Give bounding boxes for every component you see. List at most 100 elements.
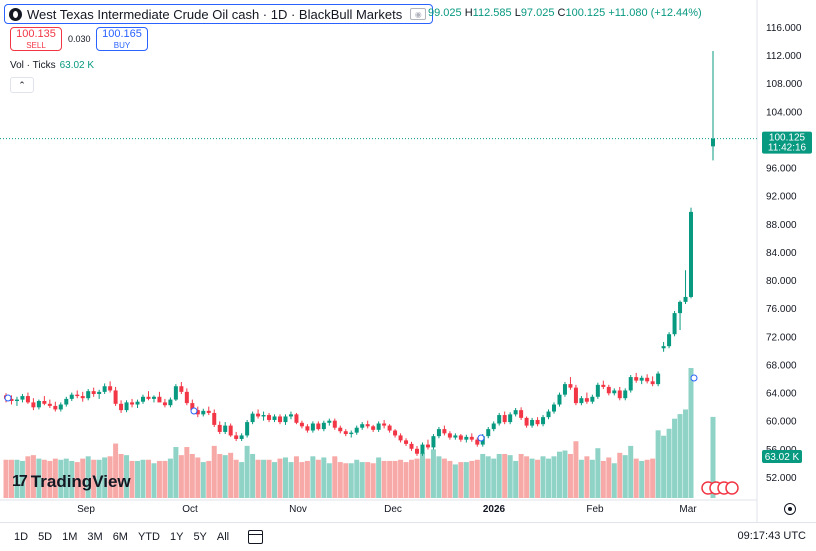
- price-axis[interactable]: 116.000 112.000 108.000 104.000 96.000 92.000…: [766, 23, 803, 484]
- candle-body: [228, 425, 233, 436]
- candle-body: [436, 429, 441, 437]
- candle-body: [453, 435, 458, 438]
- candle-body: [491, 423, 496, 430]
- sell-button[interactable]: 100.135 SELL: [10, 27, 62, 51]
- volume-bar: [458, 462, 464, 498]
- volume-bar: [485, 456, 491, 498]
- candle-body: [321, 422, 326, 430]
- symbol-legend[interactable]: West Texas Intermediate Crude Oil cash ·…: [4, 4, 434, 24]
- candle-body: [239, 435, 244, 439]
- candle-body: [458, 435, 463, 440]
- volume-bar: [321, 457, 327, 498]
- candle-body: [64, 398, 69, 405]
- candle-body: [442, 429, 447, 434]
- bottom-toolbar: 1D 5D 1M 3M 6M YTD 1Y 5Y All 09:17:43 UT…: [0, 522, 816, 551]
- volume-bar: [381, 460, 387, 498]
- change-value: +11.080 (+12.44%): [608, 7, 702, 19]
- range-3m-button[interactable]: 3M: [87, 531, 103, 543]
- candle-body: [656, 373, 661, 385]
- candle-body: [217, 424, 222, 432]
- candle-body: [645, 377, 650, 382]
- volume-bar: [200, 462, 206, 498]
- candle-body: [639, 377, 644, 381]
- candle-body: [683, 296, 688, 302]
- range-6m-button[interactable]: 6M: [112, 531, 128, 543]
- candle-body: [579, 398, 584, 404]
- volume-bar: [474, 459, 480, 498]
- candle-body: [288, 414, 293, 417]
- volume-bar: [337, 462, 343, 498]
- price-axis-label: 60.000: [766, 417, 797, 428]
- go-to-realtime-icon[interactable]: [784, 503, 796, 515]
- candle-body: [371, 426, 376, 430]
- candle-body: [316, 423, 321, 430]
- volume-bar: [354, 459, 360, 498]
- range-5d-button[interactable]: 5D: [38, 531, 53, 543]
- candle-body: [475, 439, 480, 445]
- collapse-legend-button[interactable]: ⌃: [10, 77, 34, 93]
- range-ytd-button[interactable]: YTD: [137, 531, 160, 543]
- volume-bar: [151, 463, 157, 498]
- candle-body: [524, 417, 529, 426]
- time-axis-label: Oct: [182, 504, 198, 515]
- candle-body: [9, 398, 14, 401]
- time-axis[interactable]: Sep Oct Nov Dec 2026 Feb Mar: [77, 504, 697, 515]
- volume-legend[interactable]: Vol · Ticks 63.02 K: [10, 60, 94, 71]
- volume-bar: [387, 460, 393, 498]
- candle-body: [595, 384, 600, 397]
- volume-bar: [184, 447, 190, 498]
- volume-bar: [551, 456, 557, 498]
- volume-bar: [145, 459, 151, 498]
- candle-body: [75, 394, 80, 397]
- volume-bar: [409, 459, 415, 498]
- price-chart[interactable]: 116.000 112.000 108.000 104.000 96.000 92.000…: [0, 0, 816, 522]
- candle-body: [261, 415, 266, 417]
- volume-bar: [546, 458, 552, 498]
- volume-bar: [332, 456, 338, 498]
- candle-body: [502, 415, 507, 423]
- candle-body: [212, 412, 217, 425]
- clock[interactable]: 09:17:43 UTC: [737, 530, 806, 542]
- candle-body: [584, 398, 589, 402]
- range-all-button[interactable]: All: [216, 531, 230, 543]
- candle-body: [590, 396, 595, 402]
- range-1m-button[interactable]: 1M: [62, 531, 78, 543]
- tradingview-logo[interactable]: 17 TradingView: [12, 472, 131, 492]
- volume-bar: [348, 463, 354, 498]
- volume-bar: [326, 463, 332, 498]
- volume-bar: [524, 456, 530, 498]
- high-label: H: [464, 7, 473, 19]
- candle-body: [162, 402, 167, 406]
- range-5y-button[interactable]: 5Y: [193, 531, 207, 543]
- volume-bar: [135, 460, 141, 498]
- volume-bar: [91, 459, 97, 498]
- candle-body: [20, 396, 25, 400]
- buy-button[interactable]: 100.165 BUY: [96, 27, 148, 51]
- candle-body: [606, 386, 611, 394]
- eye-icon[interactable]: ◉: [410, 8, 427, 20]
- volume-bar: [392, 460, 398, 498]
- candle-body: [201, 410, 206, 415]
- low-value: 97.025: [520, 7, 555, 19]
- dividend-marker-icon: [4, 394, 12, 402]
- candle-body: [14, 399, 19, 401]
- volume-bar: [250, 453, 256, 498]
- candle-body: [36, 400, 41, 408]
- volume-bar: [173, 447, 179, 498]
- volume-bar: [595, 448, 601, 498]
- open-value: 99.025: [428, 7, 462, 19]
- price-tag: [762, 131, 812, 154]
- calendar-icon[interactable]: [248, 530, 264, 544]
- range-1y-button[interactable]: 1Y: [169, 531, 184, 543]
- volume-bar: [359, 462, 365, 498]
- candle-body: [206, 410, 211, 413]
- volume-bar: [661, 435, 667, 498]
- candle-body: [146, 396, 151, 399]
- volume-bar: [244, 445, 250, 498]
- range-1d-button[interactable]: 1D: [14, 531, 29, 543]
- volume-bar: [628, 445, 634, 498]
- candle-body: [135, 401, 140, 405]
- volume-bar: [606, 457, 612, 498]
- volume-bar: [403, 462, 409, 498]
